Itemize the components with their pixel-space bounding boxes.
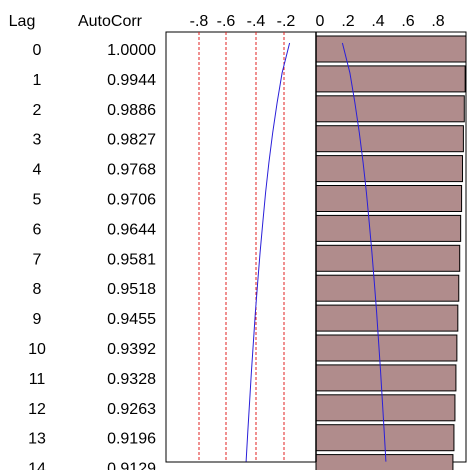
table-rows: 0 1.0000 1 0.9944 2 0.9886 3 0.9827 4 0.9768 5 0.97… [28,42,156,470]
lag-cell: 11 [29,371,46,388]
autocorr-cell: 0.9196 [107,431,156,448]
autocorr-cell: 0.9328 [107,371,156,388]
lag-cell: 10 [28,341,46,358]
autocorr-cell: 0.9129 [107,461,156,470]
autocorr-cell: 0.9644 [107,221,156,238]
autocorr-cell: 0.9944 [107,72,156,89]
x-tick-label: .2 [341,13,354,30]
plot-area [165,31,467,470]
x-tick-label: -.8 [190,13,209,30]
autocorr-cell: 0.9392 [107,341,156,358]
lag-cell: 4 [33,162,42,179]
autocorr-bar [315,244,461,272]
x-tick-label: 0 [316,13,325,30]
lower-bound-curve [245,42,291,462]
autocorr-bar [315,274,460,302]
autocorr-bar [315,95,465,123]
autocorr-cell: 0.9455 [107,311,156,328]
x-tick-label: .6 [401,13,414,30]
x-tick-label: -.2 [277,13,296,30]
lag-column-header: Lag [9,13,36,30]
lag-cell: 3 [33,132,42,149]
x-tick-label: .4 [371,13,384,30]
lag-cell: 13 [28,431,46,448]
x-tick-label: .8 [431,13,444,30]
chart-header: Lag AutoCorr -.8 -.6 -.4 -.2 0 .2 .4 .6 .8 [9,13,445,30]
lag-cell: 14 [28,461,46,470]
autocorr-cell: 0.9518 [107,281,156,298]
autocorr-bar [315,125,464,153]
autocorr-cell: 0.9706 [107,192,156,209]
autocorr-bar [315,214,462,242]
x-tick-label: -.6 [217,13,236,30]
autocorr-bar [315,334,458,362]
lag-cell: 12 [28,401,46,418]
lag-cell: 6 [33,221,42,238]
x-axis-ticks: -.8 -.6 -.4 -.2 0 .2 .4 .6 .8 [190,13,445,30]
autocorr-bar [315,304,459,332]
lag-cell: 5 [33,192,42,209]
autocorr-cell: 0.9886 [107,102,156,119]
autocorr-bar [315,394,456,422]
lag-cell: 8 [33,281,42,298]
autocorr-column-header: AutoCorr [78,13,143,30]
autocorr-bar [315,65,466,93]
lag-cell: 7 [33,251,42,268]
upper-bound-curve [341,42,387,462]
autocorr-bar [315,454,454,470]
autocorr-bar [315,35,467,63]
autocorr-bar [315,155,464,183]
lag-cell: 1 [33,72,42,89]
lag-cell: 9 [33,311,42,328]
autocorr-bar [315,185,463,212]
autocorr-bar [315,364,457,392]
autocorr-cell: 1.0000 [107,42,156,59]
lag-cell: 2 [33,102,42,119]
autocorr-cell: 0.9768 [107,162,156,179]
x-tick-label: -.4 [247,13,266,30]
autocorr-cell: 0.9827 [107,132,156,149]
lag-cell: 0 [33,42,42,59]
autocorr-cell: 0.9263 [107,401,156,418]
autocorr-cell: 0.9581 [107,251,156,268]
